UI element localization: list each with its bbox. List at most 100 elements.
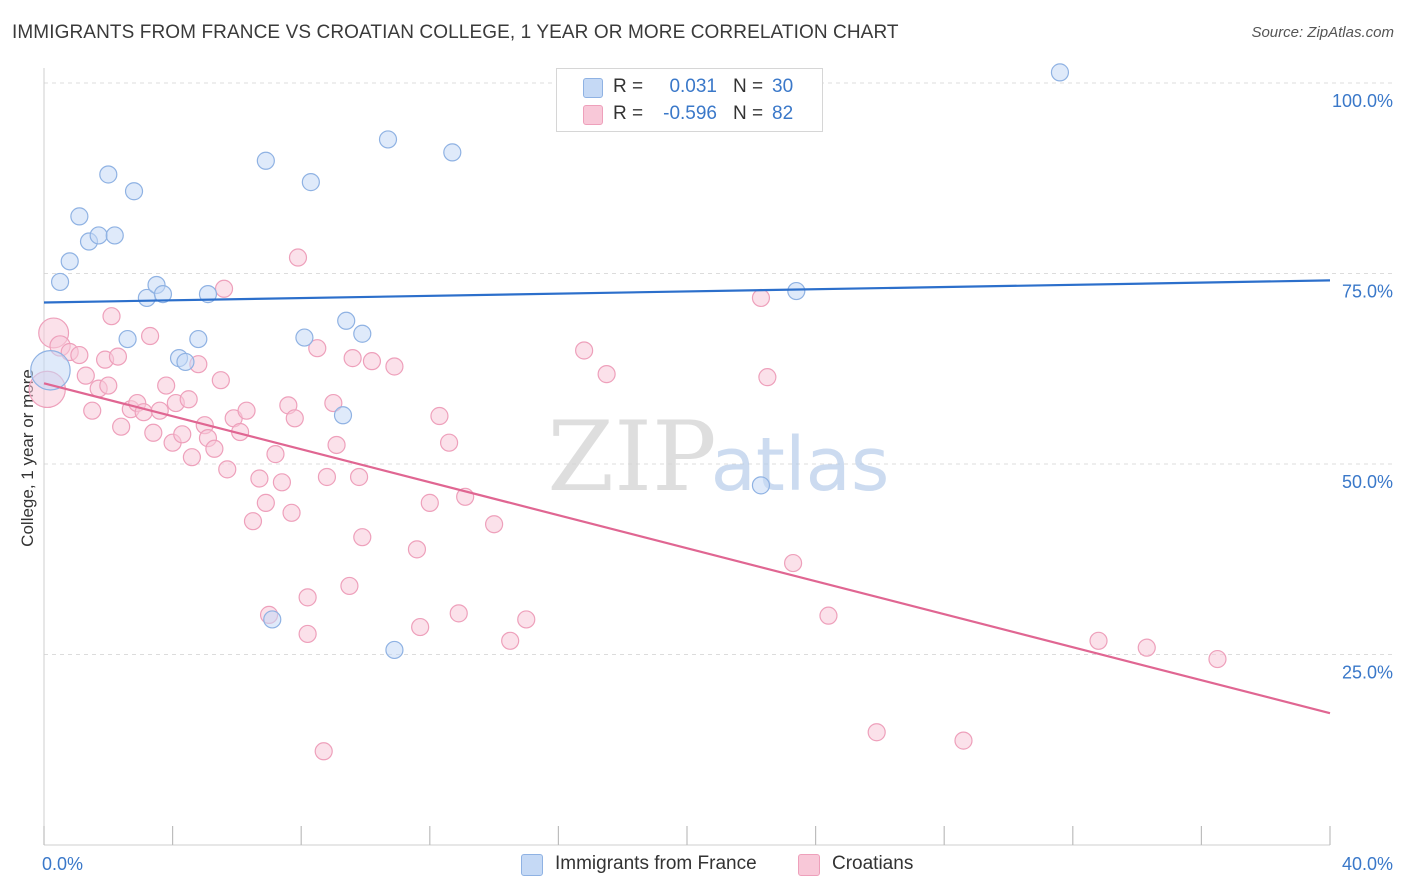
r-value: -0.596 <box>663 103 717 124</box>
croatians-point <box>108 347 128 366</box>
france-point <box>751 476 771 495</box>
croatians-point <box>102 307 121 326</box>
croatians-point <box>420 493 439 512</box>
france-point <box>50 272 70 292</box>
france-point <box>1050 63 1070 82</box>
croatians-point <box>327 435 346 455</box>
trend-lines <box>43 279 1331 715</box>
r-value: 0.031 <box>669 76 717 97</box>
france-point <box>30 350 71 391</box>
croatians-point <box>140 326 160 346</box>
croatians-point <box>485 515 504 534</box>
croatians-point <box>340 576 359 596</box>
x-tick-label: 0.0% <box>42 854 83 874</box>
croatians-point <box>362 352 382 371</box>
croatians-point <box>954 731 973 750</box>
stats-row-france: R = 0.031 N = 30 <box>557 74 822 100</box>
croatians-point <box>112 417 131 436</box>
n-value: 82 <box>772 103 794 124</box>
chart-title: IMMIGRANTS FROM FRANCE VS CROATIAN COLLE… <box>12 22 899 43</box>
croatians-point <box>83 401 102 420</box>
croatians-point <box>1137 638 1156 657</box>
tick-labels: 25.0% 50.0% 75.0% 100.0% 0.0% 40.0% <box>42 91 1393 874</box>
croatians-point <box>144 423 163 442</box>
croatians-point <box>430 406 449 426</box>
croatians-point <box>76 366 95 385</box>
croatians-point <box>237 401 256 420</box>
croatians-point <box>343 349 362 368</box>
y-tick-label: 25.0% <box>1342 663 1393 683</box>
france-point <box>263 610 282 629</box>
croatians-point <box>439 433 459 452</box>
croatians-swatch <box>583 105 603 125</box>
croatians-point <box>758 368 777 387</box>
france-point <box>443 143 462 162</box>
france-point <box>105 226 124 245</box>
croatians-point <box>407 540 427 559</box>
croatians-point <box>205 439 224 458</box>
france-point <box>787 281 806 301</box>
france-point <box>301 173 320 192</box>
croatians-trend-line <box>43 382 1331 715</box>
croatians-point <box>783 553 803 573</box>
y-tick-label: 75.0% <box>1342 282 1393 302</box>
france-point <box>70 207 89 226</box>
croatians-point <box>250 469 269 488</box>
croatians-point <box>314 742 333 761</box>
croatians-point <box>308 339 327 358</box>
croatians-point <box>282 503 301 522</box>
croatians-point <box>597 365 616 384</box>
croatians-point <box>449 604 468 623</box>
croatians-point <box>751 288 771 308</box>
croatians-point <box>324 393 343 413</box>
france-point <box>176 352 195 372</box>
series-legend: Immigrants from France Croatians <box>0 852 1406 878</box>
y-tick-label: 100.0% <box>1332 91 1393 111</box>
france-point <box>337 311 356 330</box>
croatians-point <box>179 390 198 409</box>
france-swatch <box>521 854 543 876</box>
croatians-point <box>157 376 176 395</box>
croatians-point <box>298 624 317 644</box>
n-value: 30 <box>772 76 794 97</box>
croatians-point <box>867 723 886 742</box>
croatians-point <box>285 409 304 428</box>
croatians-point <box>385 357 404 376</box>
stats-row-croatians: R = -0.596 N = 82 <box>557 101 822 127</box>
croatians-point <box>819 606 838 625</box>
croatians-point <box>1208 649 1227 669</box>
r-label: R = <box>613 103 644 124</box>
croatians-point <box>501 631 520 650</box>
france-point <box>295 328 314 347</box>
france-point <box>124 182 144 201</box>
croatians-point <box>353 528 372 547</box>
france-trend-line <box>43 279 1331 304</box>
france-point <box>118 329 137 349</box>
croatians-point <box>218 460 237 479</box>
croatians-point <box>211 371 230 390</box>
watermark-zip: ZIP <box>547 401 716 513</box>
grid-lines <box>44 82 1392 656</box>
croatians-point <box>575 341 594 360</box>
croatians-point <box>1089 631 1108 650</box>
croatians-point <box>173 425 192 444</box>
france-point <box>189 329 208 349</box>
croatians-point <box>349 467 369 487</box>
source-credit: Source: ZipAtlas.com <box>1251 24 1394 41</box>
france-point <box>333 406 353 425</box>
croatians-point <box>266 445 285 464</box>
croatians-point <box>298 588 317 607</box>
france-point <box>198 285 218 304</box>
y-tick-label: 50.0% <box>1342 472 1393 492</box>
france-point <box>60 252 79 271</box>
croatians-point <box>256 493 275 512</box>
croatians-point <box>99 376 118 395</box>
axes <box>43 68 1331 846</box>
france-points <box>30 63 1070 660</box>
france-point <box>256 151 275 170</box>
r-label: R = <box>613 76 644 97</box>
stats-legend: R = 0.031 N = 30 R = -0.596 N = 82 <box>556 68 823 132</box>
n-label: N = <box>733 103 764 124</box>
france-point <box>385 640 404 660</box>
